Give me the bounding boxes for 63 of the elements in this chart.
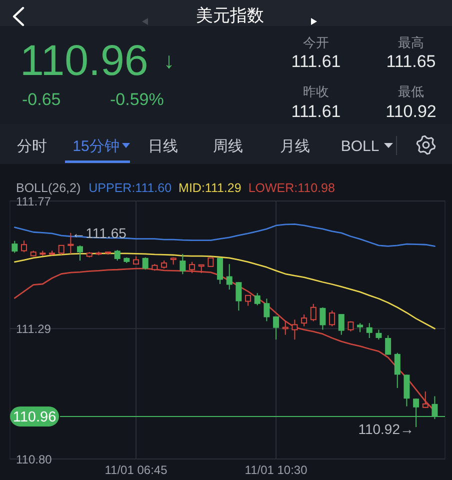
text: 15分钟 [72,138,120,155]
text: BOLL [340,138,380,155]
y-tick-label: 111.77 [16,194,52,208]
candlestick [68,232,74,254]
candlestick [180,253,186,275]
candlestick [226,264,232,290]
text: MID:111.29 [178,181,242,195]
candlestick [292,319,298,340]
text: 分时 [17,138,47,155]
text: 昨收 [303,84,329,99]
candlestick [310,303,316,322]
candlestick [394,352,400,388]
candlestick [254,292,260,306]
candlestick [189,261,196,274]
text: 最低 [398,84,424,99]
candlestick [385,334,392,356]
candlestick [366,322,372,338]
text: 111.61 [291,102,341,121]
legend-title: BOLL(26,2) [16,181,81,195]
candlestick [422,390,428,408]
text: 周线 [213,138,243,155]
text: 最高 [398,35,424,50]
candlestick [264,298,270,322]
text: 111.65 [386,52,436,71]
candlestick [357,322,364,333]
candlestick [12,240,18,254]
x-tick-label: 11/01 10:30 [244,463,308,477]
candlestick [320,306,326,330]
text: -0.65 [22,90,61,109]
candlestick [404,374,410,407]
candlestick [338,314,344,336]
x-tick-label: 11/01 06:45 [104,463,168,477]
candlestick [282,320,288,336]
annotation: ←111.65 [72,224,127,241]
candlestick [142,256,148,270]
text: 今开 [303,35,329,50]
text: 日线 [148,138,178,155]
candlestick [114,249,120,262]
text: 110.92 [386,102,436,121]
candlestick [245,294,252,306]
annotation: 110.92→ [358,421,414,437]
candlestick [348,320,354,332]
text: -0.59% [110,90,164,109]
candlestick [376,329,382,340]
candlestick [217,257,224,284]
chart-title: 美元指数 [196,6,264,25]
ref-line-label: 110.96 [12,409,56,426]
candlestick [21,240,27,253]
text: 月线 [280,138,310,155]
text: LOWER:110.98 [248,181,335,195]
candlestick [236,282,242,312]
text: ↓ [164,48,174,73]
candlestick [273,316,280,340]
y-tick-label: 110.80 [16,452,52,466]
candlestick [301,314,308,327]
text: UPPER:111.60 [88,181,172,195]
candlestick [77,244,84,262]
text: 111.61 [291,52,341,71]
candlestick [329,310,336,327]
candlestick [58,244,64,256]
y-tick-label: 111.29 [16,322,52,336]
line-series [14,223,436,247]
text: 110.96 [20,37,148,85]
